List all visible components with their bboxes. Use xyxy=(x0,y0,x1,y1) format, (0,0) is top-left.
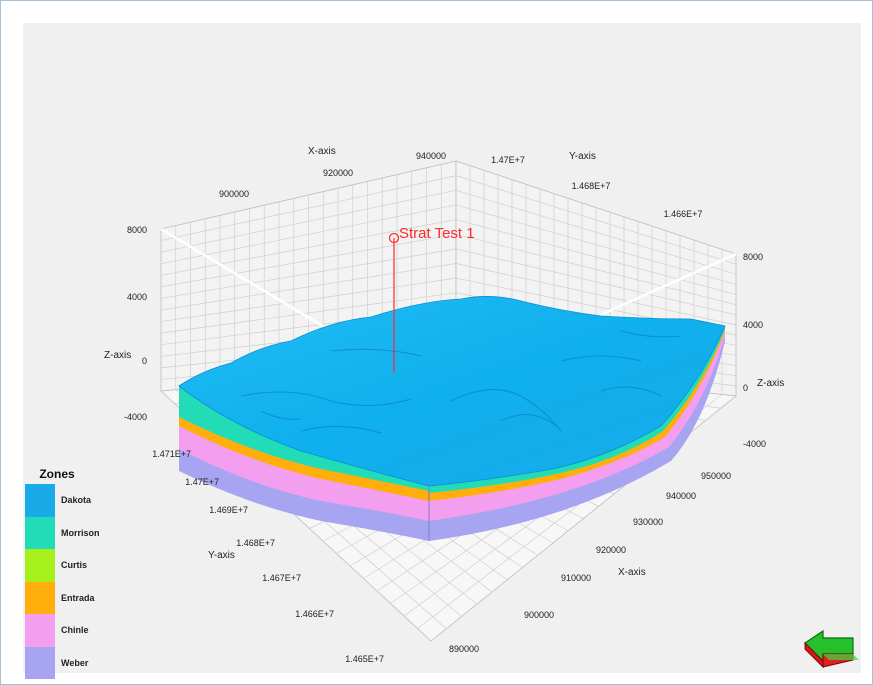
legend-swatch xyxy=(25,549,55,582)
y-axis-title-front: Y-axis xyxy=(208,550,235,561)
z-tick-label: 4000 xyxy=(127,292,147,302)
legend-swatch xyxy=(25,484,55,517)
z-tick-label: 8000 xyxy=(743,252,763,262)
navigation-arrow-icon[interactable] xyxy=(801,629,861,674)
legend-label: Morrison xyxy=(61,527,100,538)
y-tick-label: 1.468E+7 xyxy=(572,181,611,191)
x-axis-title-top: X-axis xyxy=(308,146,336,157)
legend-swatch xyxy=(25,646,55,679)
y-tick-label: 1.47E+7 xyxy=(185,477,219,487)
legend-swatch xyxy=(25,614,55,647)
legend-label: Weber xyxy=(61,657,89,668)
legend-item: Entrada xyxy=(25,581,115,614)
zone-layers xyxy=(179,326,725,541)
y-tick-label: 1.465E+7 xyxy=(345,654,384,664)
y-tick-label: 1.467E+7 xyxy=(262,573,301,583)
well-marker[interactable] xyxy=(388,232,400,244)
x-tick-label: 920000 xyxy=(596,545,626,555)
legend-label: Entrada xyxy=(61,592,95,603)
legend-label: Dakota xyxy=(61,495,92,505)
z-tick-label: 0 xyxy=(743,383,748,393)
legend-item: Dakota xyxy=(25,484,115,517)
legend-label: Chinle xyxy=(61,625,89,635)
z-axis-title-left: Z-axis xyxy=(104,350,131,361)
x-tick-label: 900000 xyxy=(219,189,249,199)
x-tick-label: 900000 xyxy=(524,610,554,620)
z-tick-label: 8000 xyxy=(127,225,147,235)
y-tick-label: 1.468E+7 xyxy=(236,538,275,548)
surface-relief xyxy=(240,330,682,434)
legend-item: Morrison xyxy=(25,516,115,549)
x-tick-label: 940000 xyxy=(416,151,446,161)
y-axis-title-top: Y-axis xyxy=(569,151,596,162)
y-tick-label: 1.466E+7 xyxy=(295,609,334,619)
x-tick-label: 940000 xyxy=(666,491,696,501)
y-tick-label: 1.469E+7 xyxy=(209,505,248,515)
x-tick-label: 910000 xyxy=(561,573,591,583)
tick-labels: 900000 920000 940000 1.47E+7 1.468E+7 1.466E+… xyxy=(124,151,766,664)
x-tick-label: 890000 xyxy=(449,644,479,654)
x-tick-label: 930000 xyxy=(633,517,663,527)
legend-item: Weber xyxy=(25,646,115,679)
z-tick-label: 0 xyxy=(142,356,147,366)
y-tick-label: 1.471E+7 xyxy=(152,449,191,459)
z-tick-label: 4000 xyxy=(743,320,763,330)
legend-item: Curtis xyxy=(25,549,115,582)
well-label[interactable]: Strat Test 1 xyxy=(399,225,475,242)
z-tick-label: -4000 xyxy=(124,412,147,422)
zones-legend: Zones Dakota Morrison Curtis Entrada Chinle W… xyxy=(25,467,115,679)
dakota-surface xyxy=(178,296,726,487)
x-tick-label: 920000 xyxy=(323,168,353,178)
legend-label: Curtis xyxy=(61,560,88,570)
x-tick-label: 950000 xyxy=(701,471,731,481)
legend-title: Zones xyxy=(39,467,75,481)
y-tick-label: 1.47E+7 xyxy=(491,155,525,165)
legend-swatch xyxy=(25,516,55,549)
y-tick-label: 1.466E+7 xyxy=(664,209,703,219)
x-axis-title-front: X-axis xyxy=(618,567,646,578)
legend-item: Chinle xyxy=(25,614,115,647)
z-tick-label: -4000 xyxy=(743,439,766,449)
z-axis-title-right: Z-axis xyxy=(757,378,784,389)
legend-swatch xyxy=(25,581,55,614)
